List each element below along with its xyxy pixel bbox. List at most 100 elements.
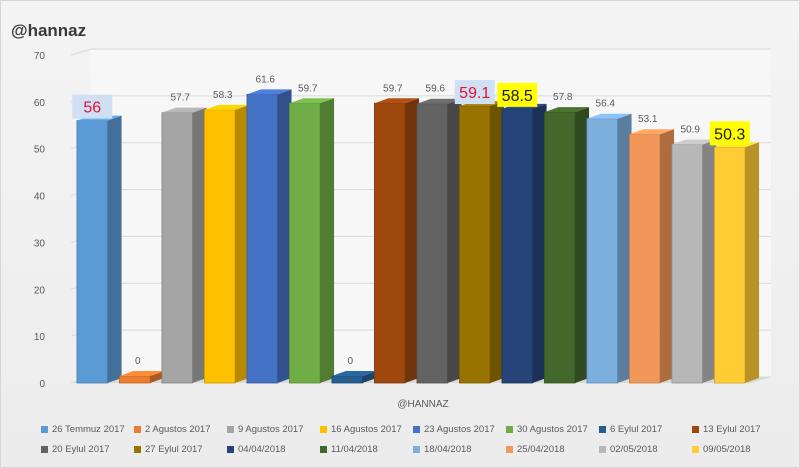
bar-side (490, 101, 505, 384)
legend-item: 16 Agustos 2017 (320, 424, 409, 435)
data-label: 57.7 (171, 93, 191, 104)
data-label: 61.6 (256, 74, 276, 85)
bar (544, 111, 576, 384)
data-label: 56.4 (596, 99, 616, 110)
data-label: 59.7 (383, 83, 403, 94)
legend-item: 6 Eylul 2017 (599, 424, 688, 435)
bar (331, 375, 363, 384)
data-label: 0 (135, 356, 141, 367)
legend-label: 20 Eylul 2017 (52, 444, 110, 455)
data-label: 0 (347, 356, 353, 367)
legend-item: 11/04/2018 (320, 444, 409, 455)
legend-label: 9 Agustos 2017 (238, 424, 304, 435)
legend-label: 6 Eylul 2017 (610, 424, 663, 435)
bar-top (374, 98, 420, 104)
legend-swatch (599, 446, 606, 453)
legend-item: 13 Eylul 2017 (692, 424, 781, 435)
legend-swatch (599, 426, 606, 433)
bar-top (586, 113, 632, 119)
legend-swatch (413, 426, 420, 433)
chart-legend: 26 Temmuz 2017 2 Agustos 2017 9 Agustos 20… (41, 424, 781, 455)
bar-side (192, 107, 207, 384)
legend-label: 27 Eylul 2017 (145, 444, 203, 455)
bar-chart: 0 10 20 30 40 50 60 70 56 0 57.7 58.3 61.6 59.7 0 59.7 5… (34, 48, 771, 410)
legend-item: 23 Agustos 2017 (413, 424, 502, 435)
legend-label: 04/04/2018 (238, 444, 286, 455)
bar-side (617, 113, 632, 384)
bar (246, 93, 278, 384)
legend-swatch (134, 446, 141, 453)
bar-top (629, 129, 675, 135)
legend-swatch (41, 446, 48, 453)
bar-side (660, 129, 675, 383)
bar-top (416, 98, 462, 104)
bar (671, 144, 703, 384)
legend-swatch (413, 446, 420, 453)
bar (119, 375, 151, 384)
bar (501, 108, 533, 384)
y-tick-label: 30 (34, 238, 46, 249)
bar-side (447, 98, 462, 383)
legend-label: 13 Eylul 2017 (703, 424, 761, 435)
y-tick-label: 40 (34, 192, 46, 203)
bar-side (575, 107, 590, 383)
legend-swatch (227, 426, 234, 433)
data-label: 56 (83, 100, 101, 117)
bar-side (745, 142, 760, 383)
legend-swatch (41, 426, 48, 433)
bar-top (246, 89, 292, 95)
legend-label: 11/04/2018 (331, 444, 378, 455)
x-axis-label: @HANNAZ (397, 399, 448, 410)
legend-item: 09/05/2018 (692, 444, 781, 455)
bar-side (107, 115, 122, 383)
legend-label: 16 Agustos 2017 (331, 424, 402, 435)
data-label: 53.1 (638, 114, 658, 125)
bar (76, 120, 108, 384)
bar-top (204, 104, 250, 110)
bar (161, 112, 193, 384)
chart-title: @hannaz (11, 21, 87, 40)
legend-swatch (692, 426, 699, 433)
legend-item: 9 Agustos 2017 (227, 424, 316, 435)
y-tick-label: 20 (34, 285, 46, 296)
legend-swatch (506, 426, 513, 433)
data-label: 57.8 (553, 92, 573, 103)
bar-side (150, 371, 165, 383)
y-tick-label: 10 (34, 332, 46, 343)
y-tick-label: 0 (39, 379, 45, 390)
data-label: 59.7 (298, 83, 318, 94)
legend-label: 02/05/2018 (610, 444, 658, 455)
bar-side (320, 98, 335, 384)
data-label: 59.1 (459, 85, 490, 102)
bar (629, 133, 661, 384)
bar-top (289, 98, 335, 104)
bar-side (702, 139, 717, 383)
bar (204, 109, 236, 384)
legend-swatch (134, 426, 141, 433)
data-label-highlight (454, 80, 495, 105)
data-label-highlight (497, 82, 538, 107)
data-label-highlight (72, 94, 113, 119)
bar-side (405, 98, 420, 384)
bar-top (544, 107, 590, 113)
legend-label: 30 Agustos 2017 (517, 424, 588, 435)
legend-swatch (320, 446, 327, 453)
bar-top (331, 371, 377, 376)
legend-item: 2 Agustos 2017 (134, 424, 223, 435)
legend-swatch (320, 426, 327, 433)
legend-item: 18/04/2018 (413, 444, 502, 455)
data-label: 58.5 (502, 88, 533, 105)
legend-label: 26 Temmuz 2017 (52, 424, 125, 435)
legend-swatch (692, 446, 699, 453)
y-tick-label: 70 (34, 51, 46, 62)
gridline-side (70, 48, 92, 56)
bar-side (235, 104, 250, 383)
legend-item: 20 Eylul 2017 (41, 444, 130, 455)
bar-top (119, 371, 165, 376)
legend-label: 2 Agustos 2017 (145, 424, 211, 435)
bar (416, 103, 448, 384)
bar-side (532, 103, 547, 383)
y-tick-label: 50 (34, 145, 46, 156)
legend-item: 25/04/2018 (506, 444, 595, 455)
